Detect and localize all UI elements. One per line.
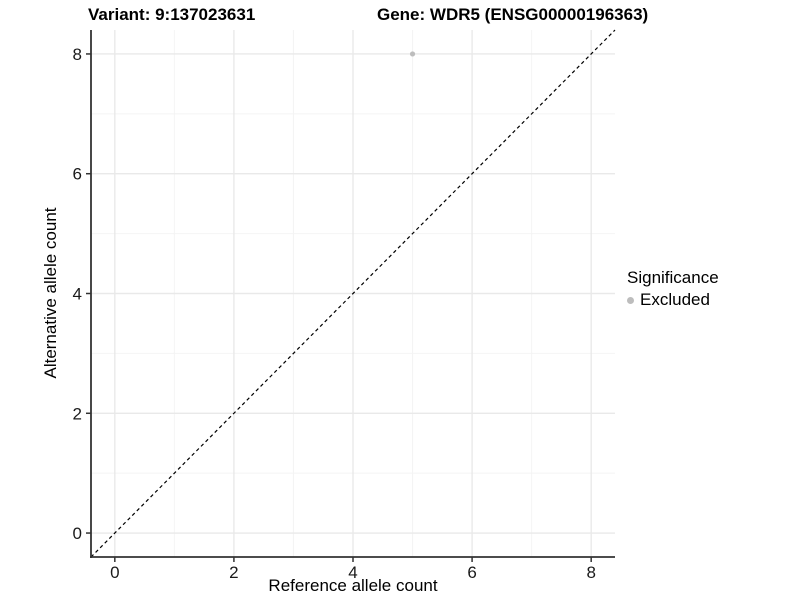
- x-tick-label: 8: [586, 563, 595, 582]
- y-tick-label: 8: [73, 45, 82, 64]
- y-tick-label: 2: [73, 404, 82, 423]
- identity-line: [90, 29, 616, 558]
- legend-title: Significance: [627, 268, 719, 287]
- legend: Significance Excluded: [627, 268, 719, 310]
- x-tick-label: 0: [110, 563, 119, 582]
- legend-item-label: Excluded: [640, 290, 710, 309]
- x-tick-label: 4: [348, 563, 357, 582]
- plot-title-gene: Gene: WDR5 (ENSG00000196363): [377, 5, 649, 24]
- plot-title-variant: Variant: 9:137023631: [88, 5, 256, 24]
- y-tick-label: 6: [73, 165, 82, 184]
- x-tick-label: 6: [467, 563, 476, 582]
- y-tick-label: 4: [73, 285, 82, 304]
- x-axis-label: Reference allele count: [268, 576, 438, 595]
- data-point: [409, 51, 416, 57]
- y-axis-label: Alternative allele count: [41, 207, 60, 379]
- y-tick-label: 0: [73, 524, 82, 543]
- x-tick-label: 2: [229, 563, 238, 582]
- legend-item-excluded: Excluded: [627, 290, 719, 310]
- excluded-point-icon: [627, 296, 634, 304]
